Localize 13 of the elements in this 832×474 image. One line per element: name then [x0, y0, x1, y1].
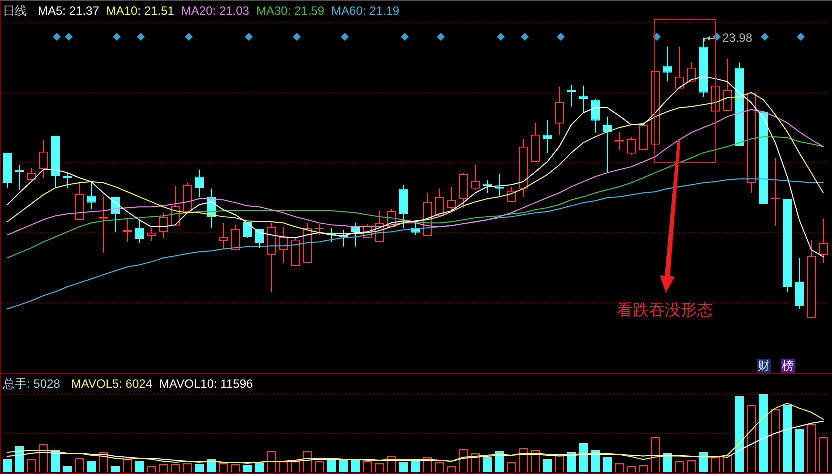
annotation: 23.98 [722, 30, 753, 45]
chart-title: 总手: 5028 [3, 376, 60, 392]
text: MAVOL5: 6024 [71, 376, 153, 392]
text: MA5: 21.37 [38, 3, 100, 19]
text: 榜 [781, 359, 795, 373]
text: MAVOL10: 11596 [160, 376, 254, 392]
text: MA20: 21.03 [181, 3, 250, 19]
annotation: 看跌吞没形态 [617, 301, 714, 320]
text: MA60: 21.19 [332, 3, 400, 19]
chart-title: 日线 [3, 3, 27, 19]
text: MA30: 21.59 [256, 3, 325, 19]
text: 财 [757, 359, 771, 373]
text: MA10: 21.51 [106, 3, 174, 19]
